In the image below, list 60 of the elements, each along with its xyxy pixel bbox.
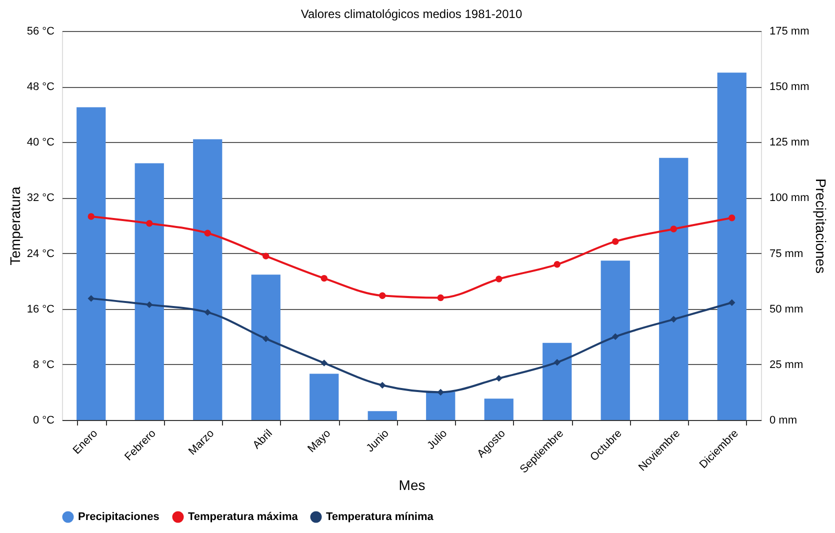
point <box>496 276 502 282</box>
y2-tick-label: 125 mm <box>770 136 810 149</box>
point <box>670 316 677 323</box>
point <box>379 292 386 300</box>
legend-label: Temperatura máxima <box>188 511 299 523</box>
point <box>262 335 270 342</box>
y2-tick-label: 0 mm <box>770 414 797 426</box>
bar <box>542 342 572 420</box>
y-tick-label: 24 °C <box>26 248 55 260</box>
point <box>670 226 677 232</box>
point <box>146 301 153 308</box>
y2-tick-label: 175 mm <box>770 26 810 38</box>
y2-tick-label: 50 mm <box>770 303 804 316</box>
bar <box>717 72 746 420</box>
bar <box>76 107 106 420</box>
bar <box>134 163 164 420</box>
point <box>554 261 560 268</box>
y-tick-label: 0 °C <box>32 414 55 426</box>
point <box>437 294 444 302</box>
point <box>204 308 211 316</box>
legend-label: Temperatura mínima <box>326 511 434 523</box>
point <box>88 213 94 220</box>
point <box>262 252 270 260</box>
point <box>728 299 736 306</box>
y2-tick-label: 150 mm <box>770 81 810 94</box>
x-tick-label: Julio <box>425 428 450 452</box>
y2-axis-title: Precipitaciones <box>813 178 830 274</box>
bar <box>310 374 339 420</box>
y-axis-title: Temperatura <box>6 186 23 266</box>
point <box>554 358 560 366</box>
y-tick-label: 8 °C <box>32 358 55 371</box>
point <box>146 220 153 227</box>
y2-tick-label: 100 mm <box>770 192 810 204</box>
y-tick-label: 56 °C <box>26 26 55 38</box>
bar <box>484 398 514 420</box>
point <box>88 295 94 302</box>
bar <box>368 411 397 420</box>
bar <box>600 260 630 420</box>
y-tick-label: 48 °C <box>26 81 55 94</box>
bar <box>251 274 280 420</box>
y-tick-label: 32 °C <box>26 192 55 204</box>
point <box>496 374 502 382</box>
y2-tick-label: 25 mm <box>770 358 804 371</box>
point <box>437 388 444 396</box>
y-tick-label: 16 °C <box>26 303 55 316</box>
point <box>320 360 328 366</box>
point <box>728 214 736 222</box>
point <box>612 333 619 340</box>
point <box>204 230 211 236</box>
bar <box>193 139 222 420</box>
y-tick-label: 40 °C <box>26 136 55 149</box>
point <box>379 382 386 389</box>
bar <box>659 158 688 420</box>
chart-title: Valores climatológicos medios 1981-2010 <box>300 7 522 21</box>
bar <box>426 392 456 420</box>
point <box>612 238 619 245</box>
point <box>320 274 328 282</box>
x-axis-title: Mes <box>398 477 426 494</box>
y2-tick-label: 75 mm <box>770 248 804 260</box>
legend-label: Precipitaciones <box>78 511 160 523</box>
